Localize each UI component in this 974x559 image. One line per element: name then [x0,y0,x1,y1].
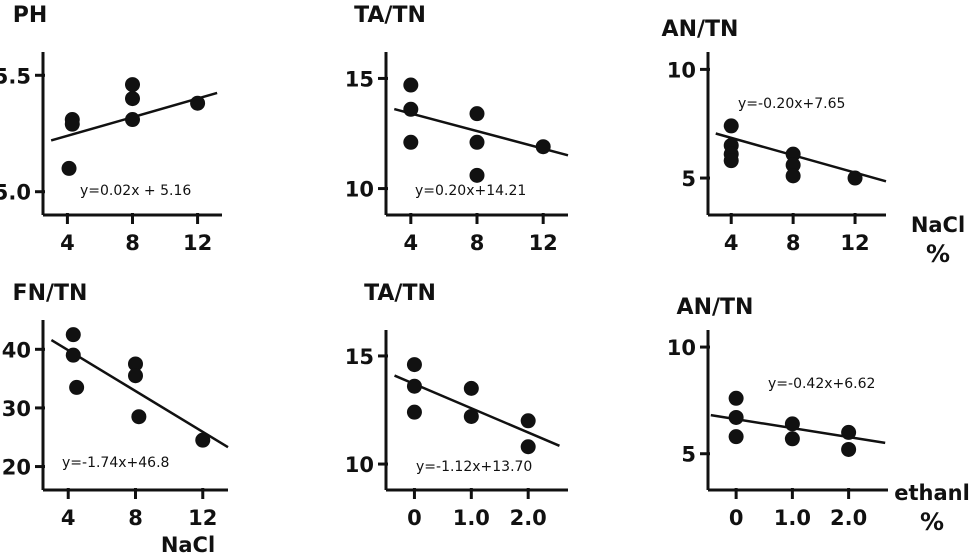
data-point [469,106,485,122]
x-tick-label: 12 [183,231,212,255]
data-point [403,77,419,93]
x-tick-label: 2.0 [830,506,867,530]
y-tick-label: 15 [345,67,374,91]
y-axis-title: AN/TN [677,295,754,320]
data-point [723,118,739,134]
x-tick-label: 4 [404,231,419,255]
panel-3: 5 10 4 8 12 y=-0.20x+7.65 AN/TN NaCl% [662,17,966,268]
x-tick-label: 0 [729,506,744,530]
y-tick-label: 40 [2,338,31,362]
y-axis-title: AN/TN [662,17,739,42]
regression-equation: y=-0.42x+6.62 [768,376,875,392]
y-tick-label: 30 [2,397,31,421]
y-tick-label: 10 [345,453,374,477]
regression-equation: y=-0.20x+7.65 [738,96,845,112]
x-tick-label: 2.0 [510,506,547,530]
regression-equation: y=-1.12x+13.70 [416,459,532,475]
x-tick-label: 12 [188,506,217,530]
x-tick-label: 4 [61,506,76,530]
x-tick-label: 4 [724,231,739,255]
x-tick-label: 8 [786,231,801,255]
data-point [61,160,77,176]
y-tick-label: 10 [667,336,696,360]
data-point [784,416,800,432]
data-point [728,390,744,406]
data-point [841,424,857,440]
data-point [535,139,551,155]
x-tick-label: 0 [407,506,422,530]
data-point [728,409,744,425]
data-point [125,77,140,93]
regression-equation: y=0.20x+14.21 [415,183,526,199]
x-axis-title: NaCl [911,213,965,237]
x-tick-label: 8 [128,506,143,530]
panel-4: 20 30 40 4 8 12 y=-1.74x+46.8 FN/TN NaCl [2,281,229,557]
y-tick-label: 5 [681,167,696,191]
data-point [784,431,800,447]
x-axis-unit: % [920,508,944,536]
panel-1: 5.0 5.5 4 8 12 y=0.02x + 5.16 PH [0,3,222,255]
x-tick-label: 4 [60,231,75,255]
data-point [406,357,422,373]
x-tick-label: 12 [840,231,869,255]
y-axis-title: FN/TN [13,281,88,306]
data-point [403,134,419,150]
x-tick-label: 1.0 [453,506,490,530]
y-tick-label: 15 [345,345,374,369]
data-point [128,368,143,384]
data-point [785,146,801,162]
y-axis-title: PH [13,3,48,28]
y-tick-label: 5.5 [0,64,31,88]
y-tick-label: 10 [667,58,696,82]
data-point [65,347,81,363]
data-point [469,167,485,183]
data-point [64,116,80,132]
y-tick-label: 5.0 [0,181,31,205]
x-axis-title: NaCl [161,533,215,557]
y-axis-title: TA/TN [364,281,436,306]
data-point [463,380,479,396]
data-point [131,409,147,425]
data-point [785,157,801,173]
x-tick-label: 12 [529,231,558,255]
y-tick-label: 5 [681,443,696,467]
panel-5: 10 15 0 1.0 2.0 y=-1.12x+13.70 TA/TN [345,281,568,530]
data-point [723,153,739,169]
panel-2: 10 15 4 8 12 y=0.20x+14.21 TA/TN [345,3,569,255]
y-axis-title: TA/TN [354,3,426,28]
x-tick-label: 8 [125,231,140,255]
data-point [69,379,85,395]
data-point [406,378,422,394]
y-tick-label: 10 [345,178,374,202]
data-point [128,356,143,372]
data-point [403,101,419,117]
y-tick-label: 20 [2,456,31,480]
data-point [195,432,211,448]
data-point [520,413,536,429]
data-point [125,91,140,107]
data-point [406,404,422,420]
data-point [65,327,81,343]
regression-line [394,374,560,447]
x-axis-title: ethanl [894,481,970,505]
data-point [190,95,206,111]
x-tick-label: 1.0 [774,506,811,530]
data-point [463,408,479,424]
regression-equation: y=-1.74x+46.8 [62,455,169,471]
x-axis-unit: % [926,240,950,268]
data-point [841,441,857,457]
regression-line [50,338,229,449]
data-point [847,170,863,186]
data-point [520,439,536,455]
data-point [469,134,485,150]
panel-6: 5 10 0 1.0 2.0 y=-0.42x+6.62 AN/TN ethanl% [667,295,970,536]
data-point [125,112,140,128]
data-point [728,429,744,445]
regression-equation: y=0.02x + 5.16 [80,183,191,199]
data-point [785,168,801,184]
x-tick-label: 8 [470,231,485,255]
